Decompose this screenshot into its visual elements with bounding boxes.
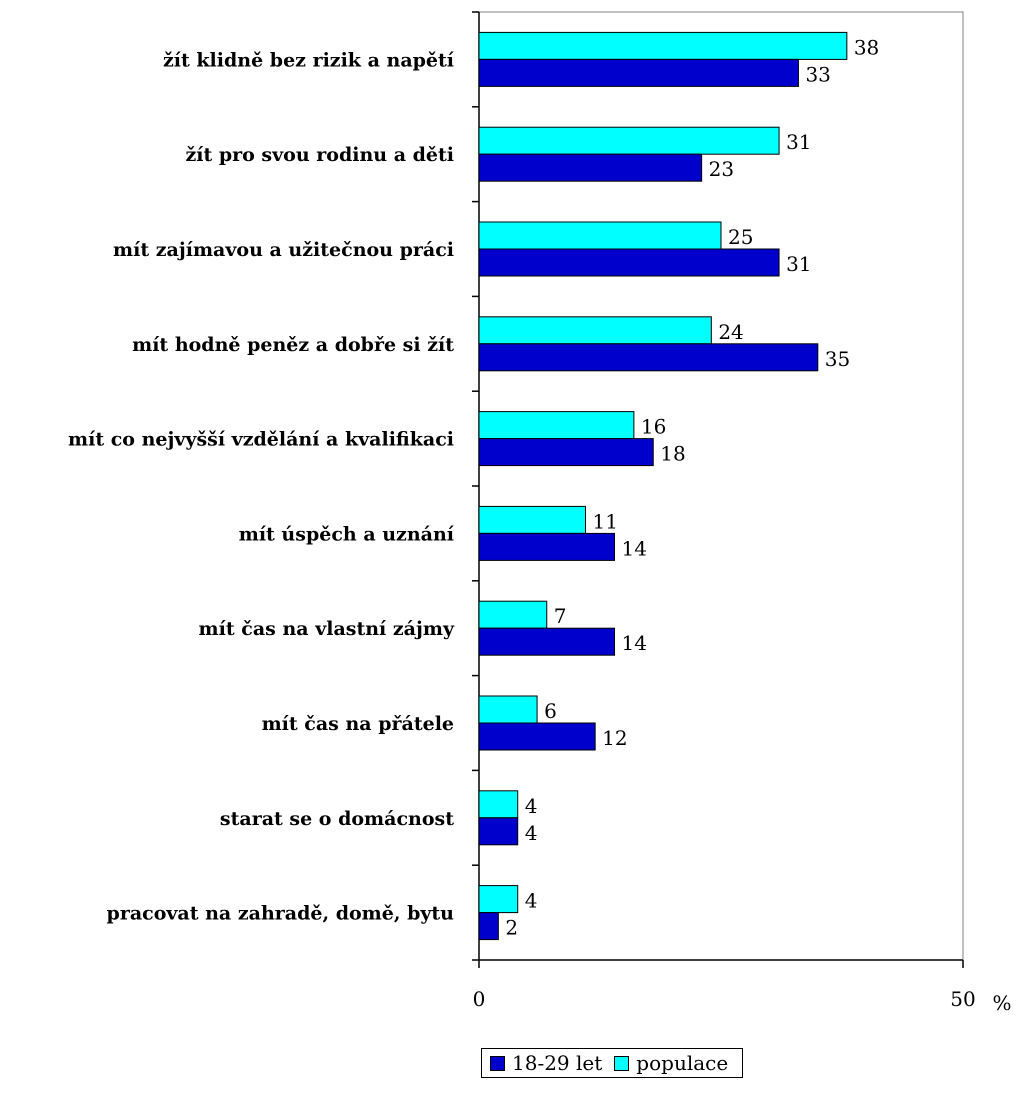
data-label: 2 [505,916,518,940]
x-tick-label: 0 [473,987,486,1011]
data-label: 25 [728,225,753,249]
bar-populace [478,505,586,534]
bar-populace [478,31,848,60]
category-label: mít úspěch a uznání [239,523,455,545]
data-label: 31 [786,252,811,276]
legend-swatch-18-29 [490,1055,505,1071]
bar-18-29 [478,722,596,751]
legend-label-18-29: 18-29 let [512,1051,603,1075]
bar-18-29 [478,817,519,846]
data-label: 35 [825,347,850,371]
data-label: 14 [622,536,647,560]
category-label: žít pro svou rodinu a děti [185,144,454,166]
category-label: starat se o domácnost [220,808,454,830]
bar-populace [478,790,519,819]
data-label: 23 [709,157,734,181]
bar-18-29 [478,153,703,182]
bar-18-29 [478,627,616,656]
bar-populace [478,885,519,914]
category-label: mít zajímavou a užitečnou práci [113,239,454,261]
category-label: mít čas na přátele [262,713,454,735]
bar-18-29 [478,343,819,372]
data-label: 31 [786,130,811,154]
data-label: 18 [660,442,685,466]
data-label: 11 [592,509,617,533]
category-label: mít co nejvyšší vzdělání a kvalifikaci [68,429,454,451]
data-label: 33 [805,62,830,86]
plot-frame [479,11,964,960]
data-label: 24 [718,320,743,344]
legend-label-populace: populace [636,1051,729,1075]
x-unit-label: % [992,991,1011,1015]
bar-populace [478,126,780,155]
bar-populace [478,411,635,440]
category-label: mít čas na vlastní zájmy [199,618,455,640]
bar-populace [478,221,722,250]
data-label: 38 [854,35,879,59]
data-label: 4 [525,794,538,818]
bar-populace [478,316,712,345]
category-label: žít klidně bez rizik a napětí [163,49,455,71]
data-label: 7 [554,604,567,628]
legend-item-18-29: 18-29 let [490,1051,602,1075]
data-label: 12 [602,726,627,750]
bar-18-29 [478,58,799,87]
data-label: 4 [525,821,538,845]
bar-populace [478,695,538,724]
bar-18-29 [478,532,616,561]
x-tick-label: 50 [950,987,975,1011]
legend-swatch-populace [614,1055,630,1071]
bar-populace [478,600,548,629]
category-label: mít hodně peněz a dobře si žít [132,334,454,356]
data-label: 14 [622,631,647,655]
chart-legend: 18-29 let populace [481,1048,744,1078]
data-label: 4 [525,889,538,913]
data-label: 16 [641,415,666,439]
bar-18-29 [478,248,780,277]
legend-item-populace: populace [614,1051,728,1075]
category-label: pracovat na zahradě, domě, bytu [107,903,455,925]
bar-18-29 [478,438,654,467]
data-label: 6 [544,699,557,723]
bar-18-29 [478,912,499,941]
